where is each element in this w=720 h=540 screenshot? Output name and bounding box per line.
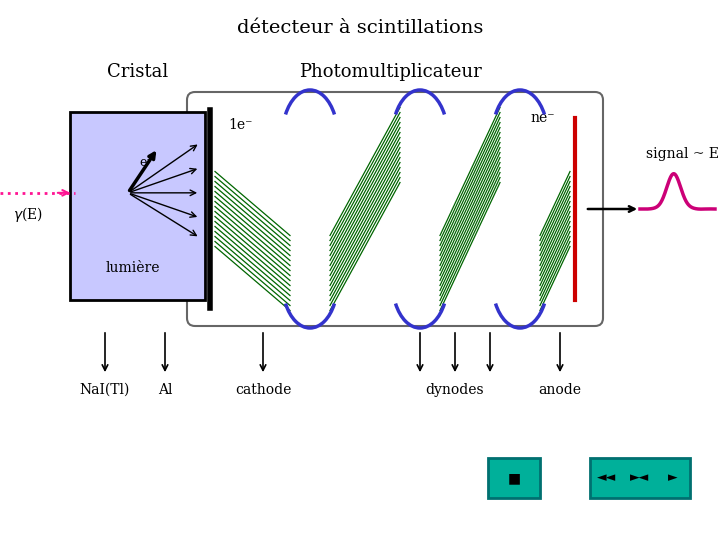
Bar <box>70 112 205 300</box>
Text: signal ~ E: signal ~ E <box>646 147 719 161</box>
Text: 1e⁻: 1e⁻ <box>228 118 253 132</box>
Text: Cristal: Cristal <box>107 63 168 81</box>
Text: NaI(Tl): NaI(Tl) <box>80 383 130 397</box>
Bar <box>590 458 690 498</box>
Text: dynodes: dynodes <box>426 383 485 397</box>
Text: ■: ■ <box>508 471 521 485</box>
Bar <box>488 458 540 498</box>
Text: ne⁻: ne⁻ <box>531 111 555 125</box>
Text: anode: anode <box>539 383 582 397</box>
Text: ►◄: ►◄ <box>631 471 649 484</box>
Text: $\gamma$(E): $\gamma$(E) <box>13 205 43 224</box>
Text: cathode: cathode <box>235 383 291 397</box>
Text: e⁻: e⁻ <box>139 157 153 170</box>
Text: ◄◄: ◄◄ <box>598 471 616 484</box>
Text: ►: ► <box>668 471 678 484</box>
Text: détecteur à scintillations: détecteur à scintillations <box>237 19 483 37</box>
FancyBboxPatch shape <box>187 92 603 326</box>
Text: lumière: lumière <box>106 261 161 275</box>
Text: Photomultiplicateur: Photomultiplicateur <box>299 63 482 81</box>
Text: Al: Al <box>158 383 172 397</box>
